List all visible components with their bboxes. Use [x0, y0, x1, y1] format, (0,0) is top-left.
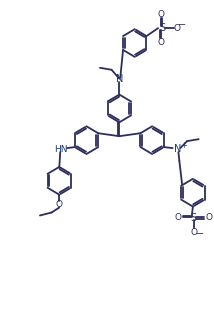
- Text: S: S: [191, 214, 197, 223]
- Text: O: O: [190, 228, 197, 237]
- Text: −: −: [178, 20, 186, 30]
- Text: O: O: [206, 213, 213, 222]
- Text: S: S: [160, 23, 166, 33]
- Text: O: O: [56, 200, 63, 209]
- Text: O: O: [174, 24, 181, 33]
- Text: HN: HN: [54, 145, 68, 154]
- Text: O: O: [158, 10, 165, 19]
- Text: O: O: [158, 37, 165, 47]
- Text: N: N: [116, 74, 123, 84]
- Text: −: −: [196, 229, 204, 239]
- Text: +: +: [180, 140, 187, 150]
- Text: N: N: [174, 144, 181, 154]
- Text: O: O: [175, 213, 182, 222]
